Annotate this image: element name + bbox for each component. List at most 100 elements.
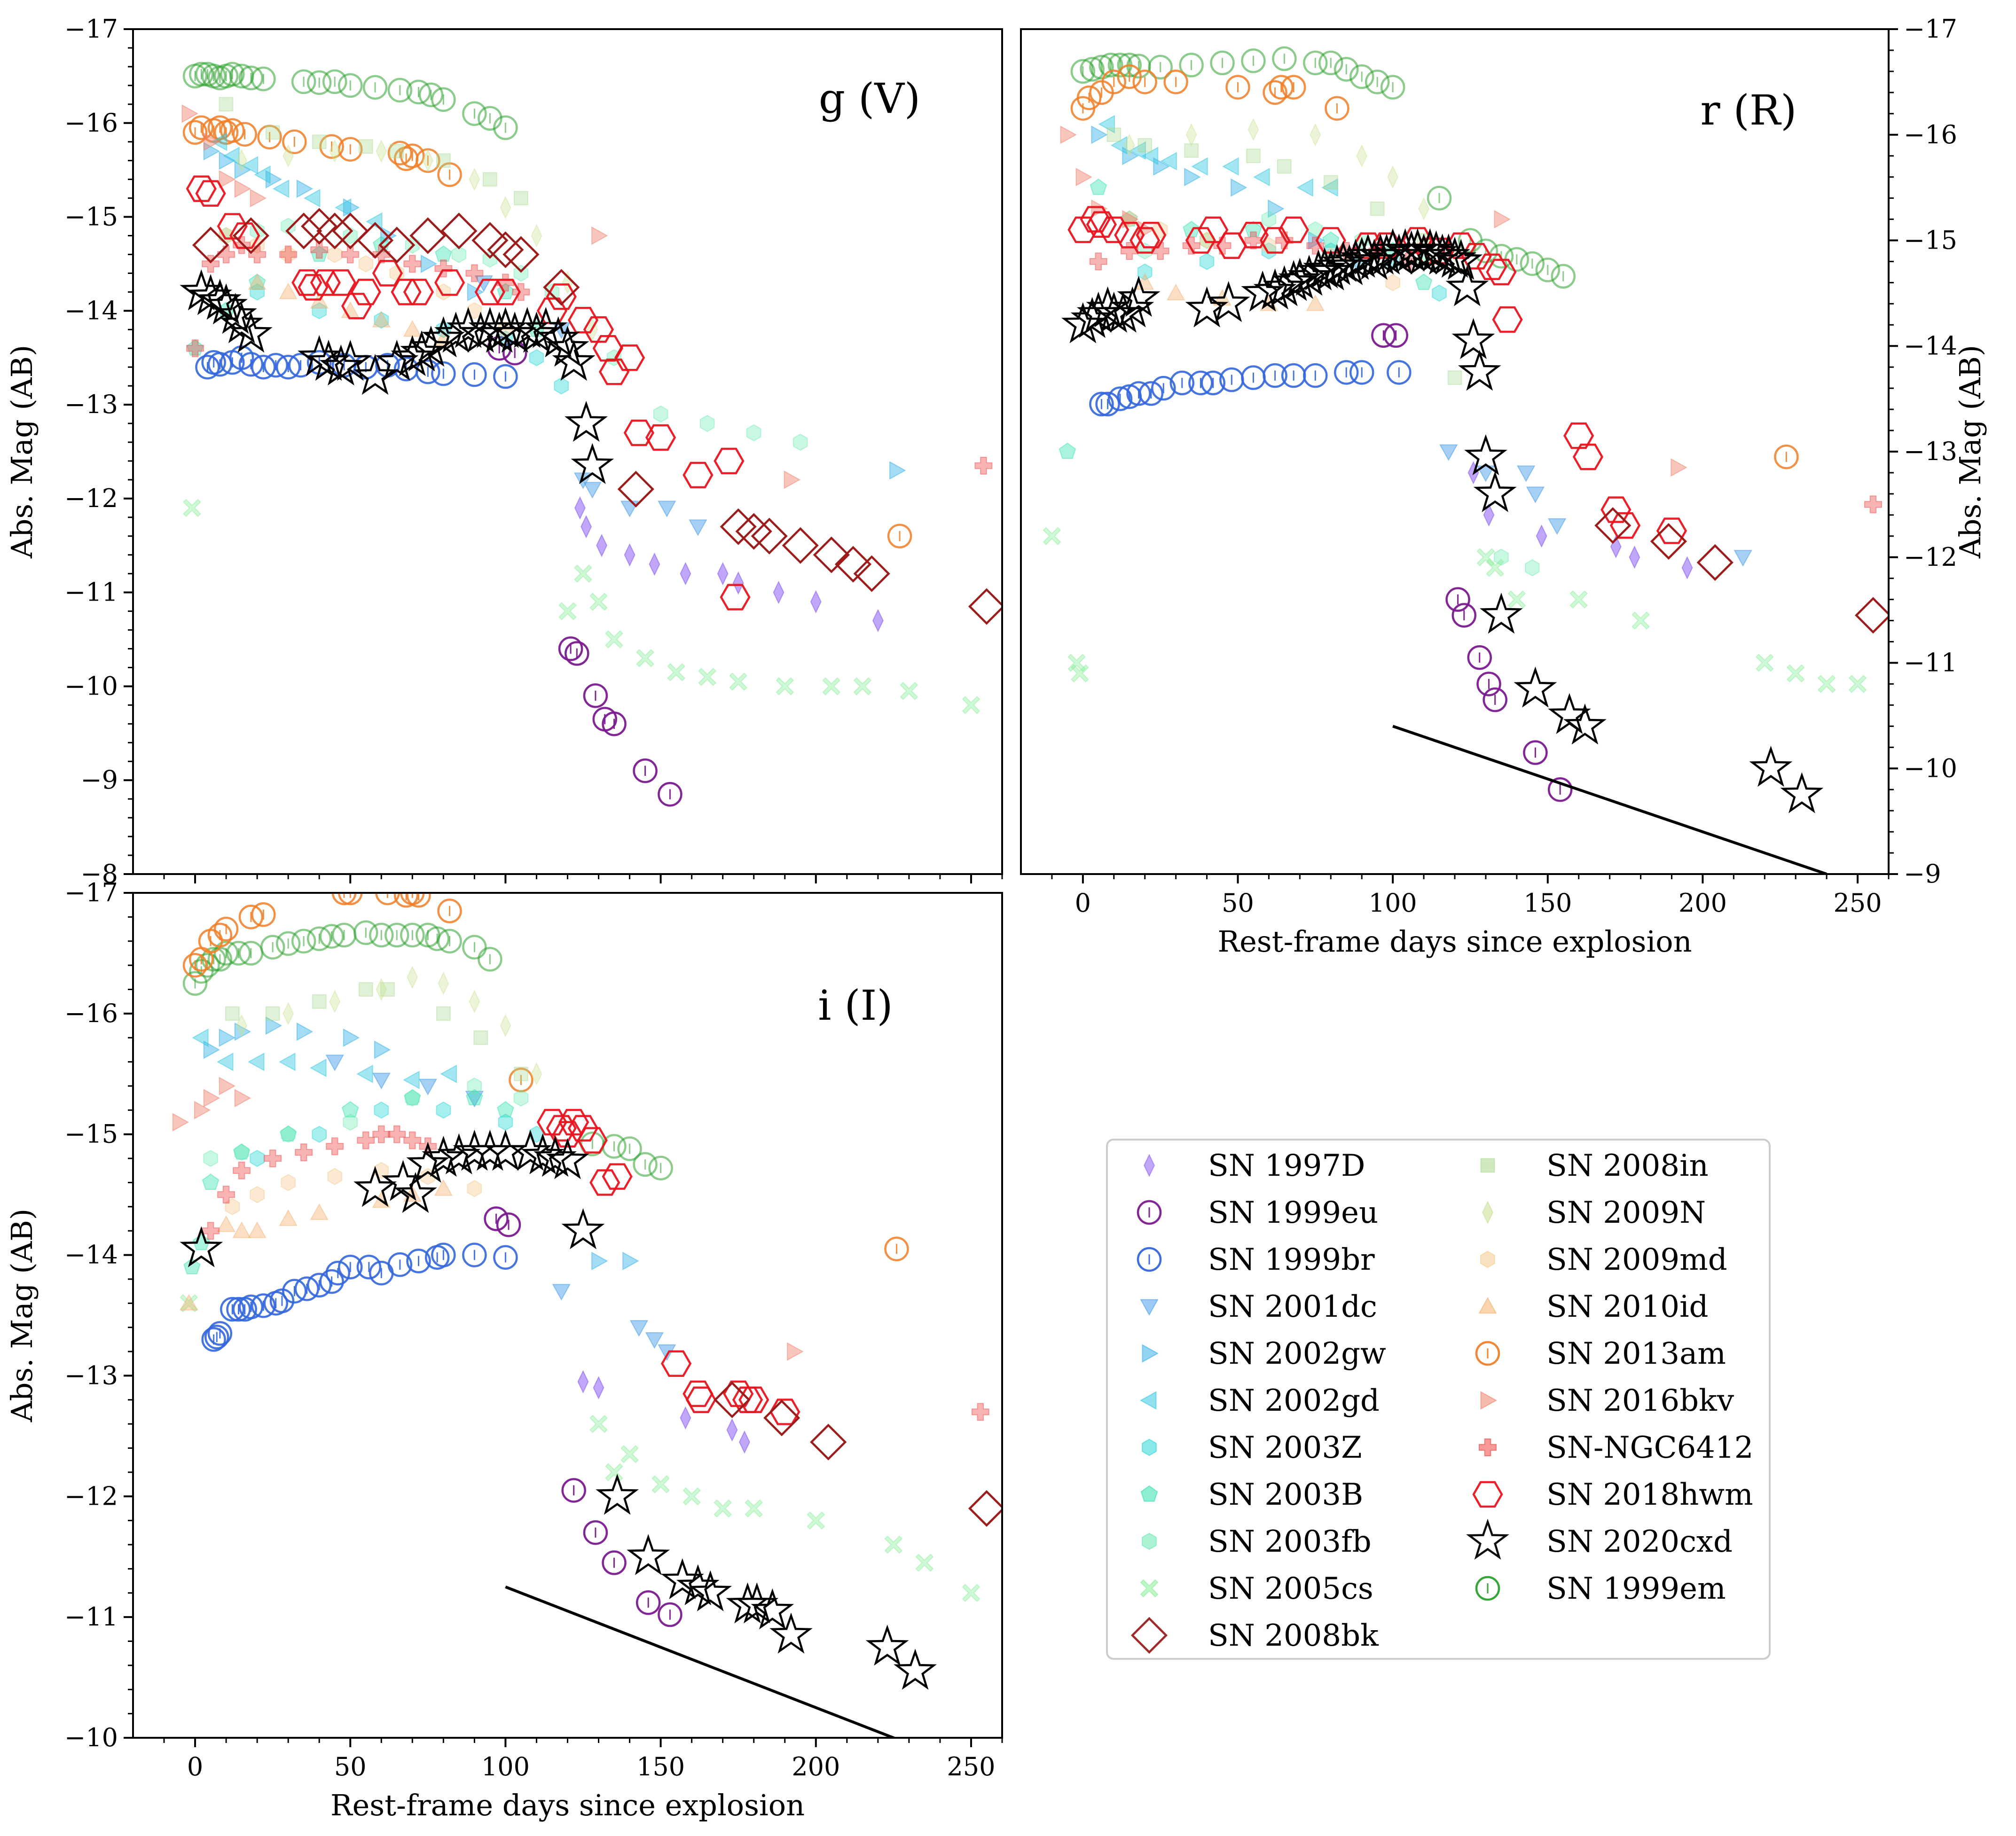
data-point — [1306, 294, 1325, 311]
series-sn-2020cxd — [180, 269, 614, 484]
data-point — [729, 672, 748, 691]
data-point — [717, 562, 729, 586]
series-sn-1999em — [1070, 46, 1576, 289]
data-point — [225, 1006, 240, 1021]
legend-label: SN 2002gw — [1208, 1336, 1386, 1371]
data-point — [219, 151, 236, 170]
data-point — [787, 1342, 804, 1361]
data-point — [1210, 50, 1235, 76]
data-point — [217, 1215, 235, 1232]
data-point — [473, 1030, 488, 1045]
x-axis-label: Rest-frame days since explosion — [330, 1788, 805, 1822]
data-point — [1786, 664, 1805, 683]
data-point — [1188, 370, 1213, 396]
data-point — [624, 543, 635, 567]
data-point — [720, 508, 757, 545]
legend-marker — [1480, 1391, 1498, 1410]
data-point — [213, 293, 257, 334]
data-point — [1272, 260, 1316, 301]
data-point — [1439, 239, 1483, 280]
x-tick-label: 50 — [1222, 888, 1254, 918]
y-axis-label: Abs. Mag (AB) — [5, 345, 39, 559]
y-tick-label: −15 — [64, 202, 118, 232]
y-tick-label: −12 — [64, 1481, 118, 1511]
data-point — [591, 226, 608, 245]
data-point — [1080, 57, 1105, 82]
data-point — [1572, 444, 1604, 470]
data-point — [186, 339, 204, 358]
series-sn-1997d — [1467, 461, 1693, 580]
data-point — [236, 148, 248, 172]
data-point — [769, 1612, 813, 1654]
data-point — [223, 147, 240, 165]
data-point — [645, 424, 676, 451]
data-point — [1199, 253, 1215, 270]
data-point — [651, 1475, 670, 1494]
data-point — [1365, 70, 1390, 94]
data-point — [418, 82, 444, 108]
x-tick-label: 100 — [1369, 888, 1417, 918]
data-point — [406, 79, 431, 105]
data-point — [1095, 391, 1120, 417]
data-point — [343, 1028, 360, 1047]
series-sn-2013am — [182, 115, 912, 549]
data-point — [250, 188, 267, 208]
data-point — [834, 546, 872, 583]
data-point — [285, 212, 322, 250]
data-point — [409, 217, 447, 254]
data-point — [232, 217, 269, 254]
data-point — [319, 134, 344, 159]
data-point — [260, 935, 285, 960]
data-point — [583, 482, 602, 499]
data-point — [312, 134, 327, 149]
data-point — [1268, 199, 1285, 218]
legend-marker — [1466, 1518, 1509, 1560]
data-point — [265, 1006, 280, 1021]
data-point — [358, 139, 373, 154]
data-point — [1179, 53, 1204, 78]
data-point — [1245, 220, 1262, 237]
data-point — [180, 1294, 198, 1311]
data-point — [362, 75, 388, 100]
data-point — [567, 1115, 599, 1142]
data-point — [279, 1209, 298, 1226]
data-point — [1467, 645, 1492, 670]
data-point — [1141, 147, 1159, 165]
data-point — [251, 902, 276, 927]
plot-area-i — [172, 893, 1002, 1738]
data-point — [900, 682, 918, 700]
data-point — [400, 330, 443, 372]
data-point — [1600, 496, 1632, 523]
y-tick-label: −9 — [1904, 859, 1941, 889]
data-point — [1303, 363, 1328, 388]
data-point — [577, 1127, 608, 1154]
legend-label: SN-NGC6412 — [1546, 1430, 1753, 1465]
data-point — [375, 339, 419, 381]
legend-marker — [1482, 1201, 1493, 1224]
y-tick-label: −15 — [64, 1119, 118, 1149]
data-point — [436, 1102, 451, 1119]
data-point — [372, 311, 391, 328]
data-point — [1303, 247, 1347, 289]
data-point — [1098, 53, 1123, 78]
series-sn-2009n — [236, 965, 542, 1086]
data-point — [1563, 422, 1594, 449]
data-point — [1090, 178, 1107, 195]
data-point — [884, 1236, 909, 1261]
y-tick-label: −16 — [64, 108, 118, 138]
data-point — [1594, 507, 1632, 544]
data-point — [219, 170, 236, 189]
data-point — [1200, 370, 1226, 396]
series-sn-1999eu — [1371, 323, 1573, 802]
data-point — [1507, 590, 1526, 609]
series-sn-2005cs — [1043, 527, 1867, 693]
data-point — [591, 1251, 608, 1271]
y-axis-label: Abs. Mag (AB) — [1953, 345, 1987, 559]
series-sn-2018hwm — [536, 1109, 800, 1425]
data-point — [220, 1297, 245, 1322]
data-point — [1445, 587, 1470, 612]
data-point — [341, 245, 360, 264]
data-point — [1182, 236, 1200, 255]
data-point — [296, 179, 314, 198]
